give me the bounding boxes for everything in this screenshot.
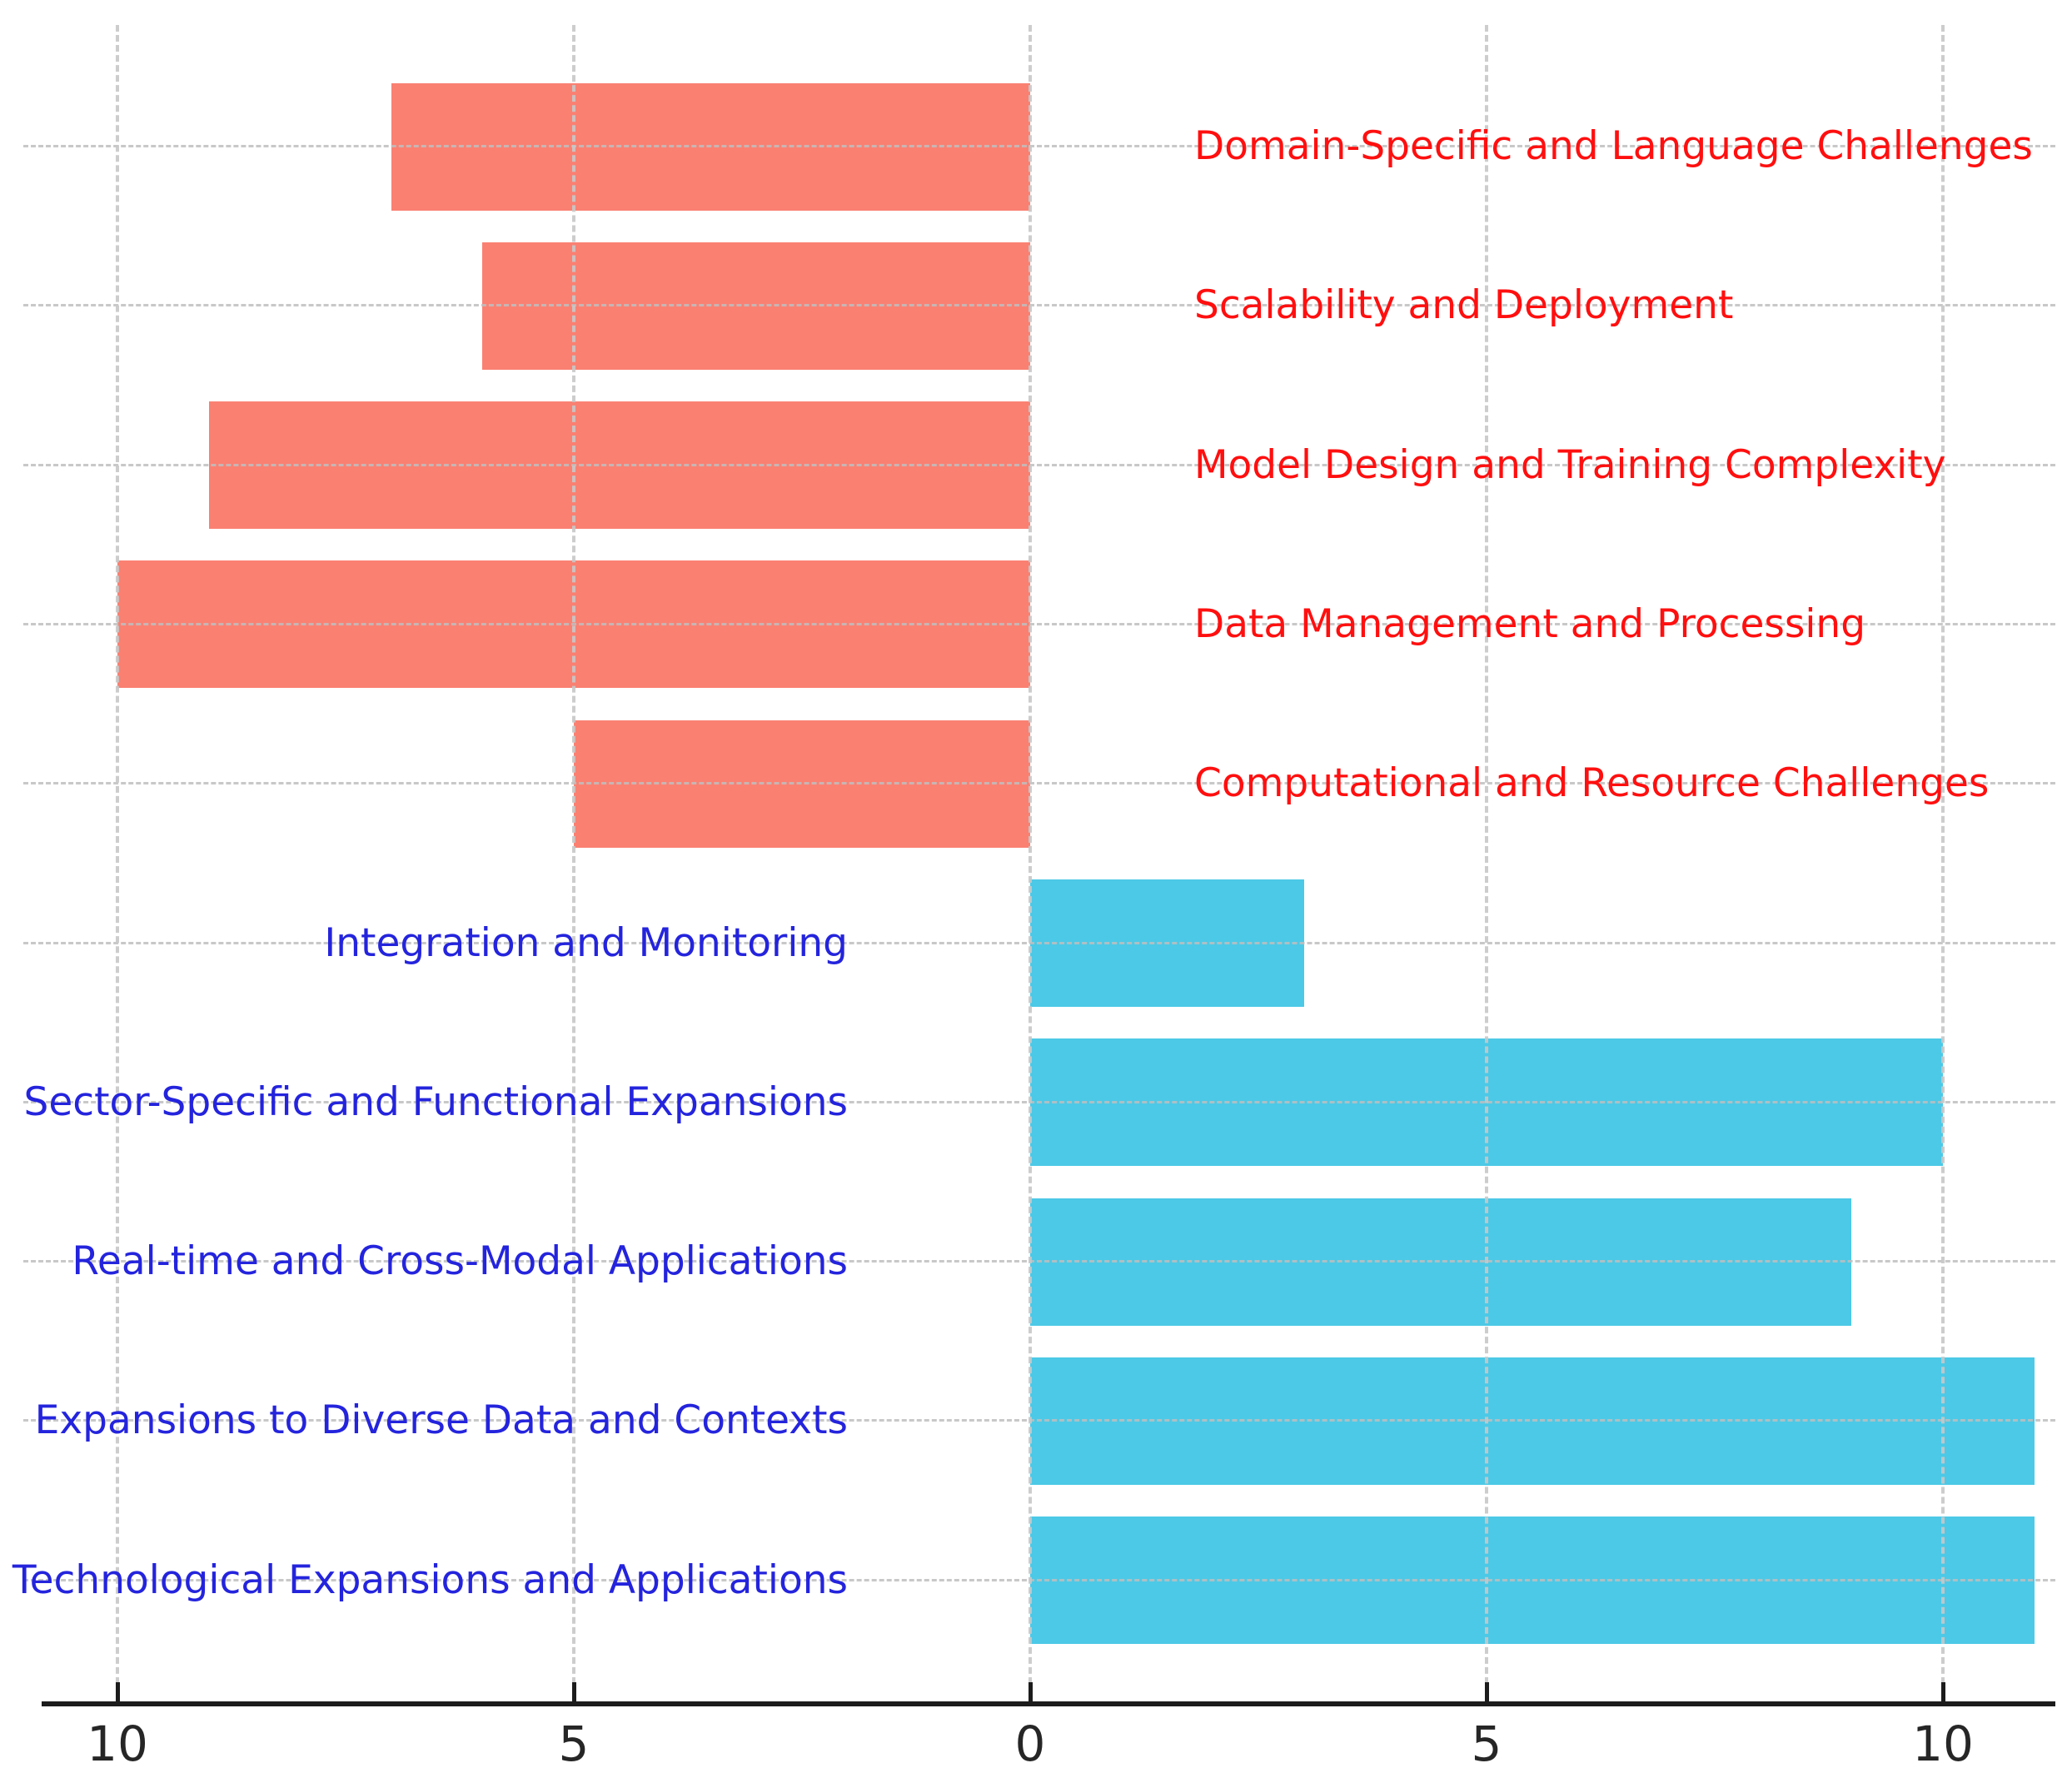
x-axis-tick-label: 5 xyxy=(1471,1716,1502,1772)
bar-future-directions xyxy=(1030,1198,1852,1326)
bar-challenges xyxy=(482,242,1030,370)
row-gridline xyxy=(23,1260,2055,1263)
x-axis-line xyxy=(42,1701,2055,1706)
bar-challenges xyxy=(391,82,1030,211)
row-gridline xyxy=(23,941,2055,944)
category-label-future-directions: Integration and Monitoring xyxy=(324,919,848,966)
tick-gridline xyxy=(572,25,575,1704)
category-label-challenges: Computational and Resource Challenges xyxy=(1194,760,1990,807)
bar-challenges xyxy=(574,720,1030,848)
row-gridline xyxy=(23,782,2055,785)
row-gridline xyxy=(23,1419,2055,1422)
bar-future-directions xyxy=(1030,1357,2035,1485)
row-gridline xyxy=(23,1578,2055,1581)
bar-challenges xyxy=(208,401,1030,530)
x-axis-tick-label: 0 xyxy=(1014,1716,1046,1772)
category-label-future-directions: Sector-Specific and Functional Expansion… xyxy=(23,1078,848,1125)
tick-gridline xyxy=(1941,25,1945,1704)
bar-future-directions xyxy=(1030,1038,1943,1167)
row-gridline xyxy=(23,622,2055,625)
bar-future-directions xyxy=(1030,879,1304,1007)
bar-challenges xyxy=(117,560,1030,689)
row-gridline xyxy=(23,304,2055,307)
row-gridline xyxy=(23,463,2055,466)
category-label-challenges: Domain-Specific and Language Challenges xyxy=(1194,123,2033,169)
category-label-future-directions: Technological Expansions and Application… xyxy=(12,1556,848,1603)
row-gridline xyxy=(23,1100,2055,1103)
tick-gridline xyxy=(1029,25,1032,1704)
tick-gridline xyxy=(1485,25,1488,1704)
category-label-future-directions: Real-time and Cross-Modal Applications xyxy=(72,1238,848,1285)
category-label-future-directions: Expansions to Diverse Data and Contexts xyxy=(34,1397,848,1444)
tick-gridline xyxy=(116,25,119,1704)
x-axis-tick-label: 5 xyxy=(558,1716,590,1772)
category-label-challenges: Scalability and Deployment xyxy=(1194,282,1734,329)
category-label-challenges: Data Management and Processing xyxy=(1194,600,1866,647)
category-label-challenges: Model Design and Training Complexity xyxy=(1194,441,1946,488)
row-gridline xyxy=(23,145,2055,147)
x-axis-tick-label: 10 xyxy=(1912,1716,1974,1772)
x-axis-tick-label: 10 xyxy=(87,1716,148,1772)
bar-future-directions xyxy=(1030,1517,2035,1645)
